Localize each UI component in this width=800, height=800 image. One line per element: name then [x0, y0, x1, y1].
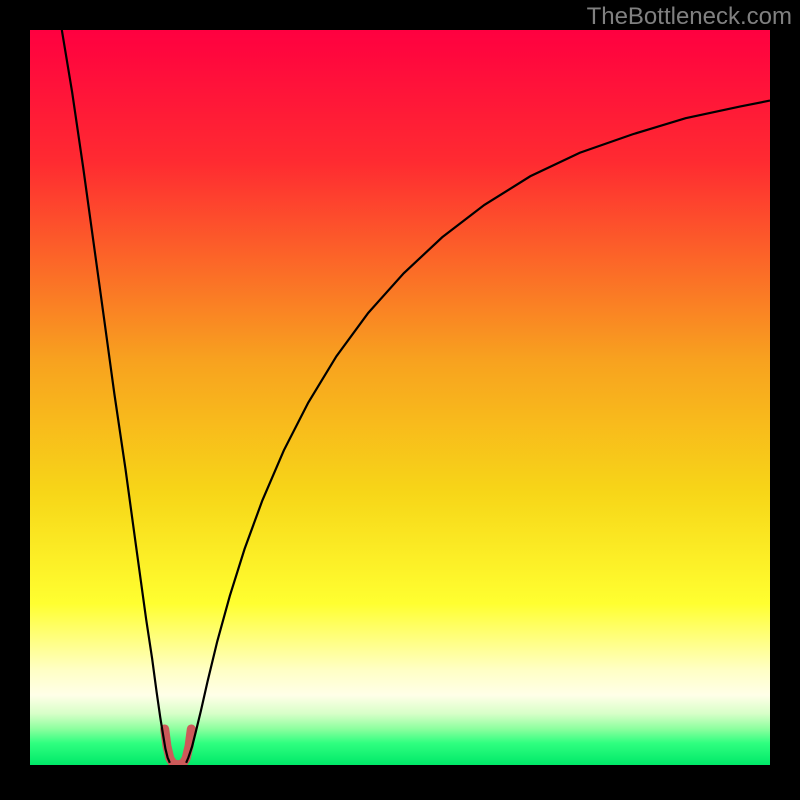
watermark-text: TheBottleneck.com [587, 3, 792, 31]
bottleneck-chart [30, 30, 770, 765]
chart-background [30, 30, 770, 765]
chart-svg [30, 30, 770, 765]
